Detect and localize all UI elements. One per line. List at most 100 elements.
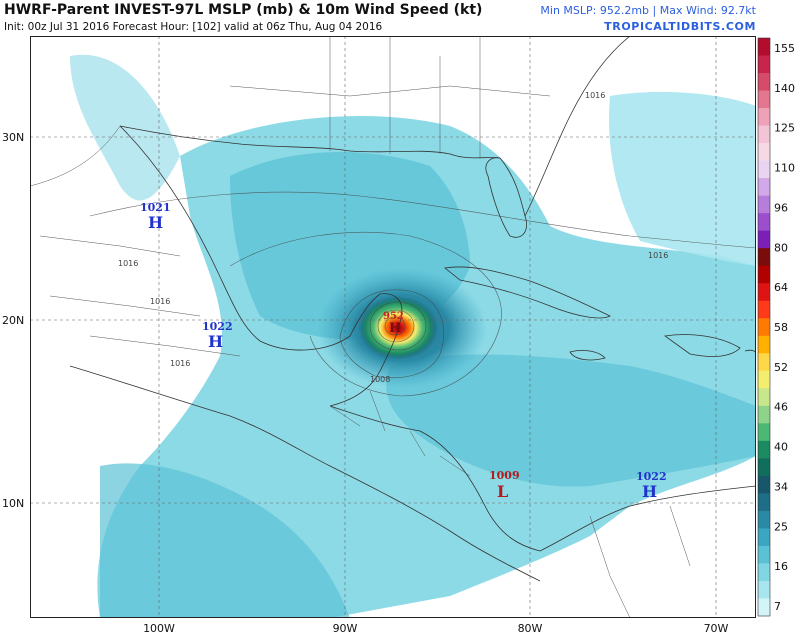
hispaniola — [663, 334, 741, 357]
colorbar: 155 140 125 110 96 80 64 58 52 46 40 34 25 16 7 — [757, 37, 795, 617]
colorbar-swatch — [758, 405, 770, 424]
colorbar-swatch — [758, 423, 770, 442]
wind-field-pacific — [100, 463, 350, 618]
pressure-center-value: 1021 — [140, 201, 171, 214]
map-title: HWRF-Parent INVEST-97L MSLP (mb) & 10m W… — [4, 2, 483, 18]
colorbar-swatch — [758, 230, 770, 249]
pressure-center-value: 952 — [383, 311, 404, 322]
weather-map: 1016 1016 1016 1016 1016 1008 1021 H 102… — [30, 36, 756, 618]
isobar-label: 1008 — [370, 375, 390, 384]
colorbar-swatch — [758, 510, 770, 529]
colorbar-swatches — [757, 37, 771, 617]
colorbar-swatch — [758, 195, 770, 214]
storm-stats: Min MSLP: 952.2mb | Max Wind: 92.7kt — [540, 4, 756, 17]
pressure-center: 1009 L — [489, 469, 520, 501]
colorbar-swatch — [758, 493, 770, 512]
wind-field-atlantic — [609, 91, 756, 266]
colorbar-swatch — [758, 248, 770, 267]
map-frame — [30, 36, 756, 618]
colorbar-swatch — [758, 458, 770, 477]
colorbar-swatch — [758, 143, 770, 162]
pressure-center: 1022 H — [202, 320, 233, 351]
pressure-center-symbol: H — [389, 321, 401, 336]
colorbar-frame — [757, 37, 771, 617]
colorbar-swatch — [758, 370, 770, 389]
florida-peninsula — [485, 157, 527, 238]
isobar-1016-north — [89, 191, 756, 249]
lat-label-10n: 10N — [2, 497, 24, 510]
colorbar-swatch — [758, 300, 770, 319]
colorbar-swatch — [758, 283, 770, 302]
wind-field-north — [70, 54, 180, 201]
colorbar-swatch — [758, 90, 770, 109]
isobar-label-layer: 1016 1016 1016 1016 1016 1008 — [118, 91, 668, 384]
colorbar-label: 80 — [774, 241, 788, 254]
pressure-center-symbol: L — [497, 482, 508, 501]
pressure-center-value: 1022 — [636, 470, 667, 483]
colorbar-swatch — [758, 440, 770, 459]
colorbar-swatch — [758, 265, 770, 284]
colorbar-label: 52 — [774, 361, 788, 374]
mexico-coast — [119, 125, 351, 351]
mexico-border — [30, 125, 121, 187]
isobar-1012 — [229, 232, 502, 397]
coastlines — [69, 36, 756, 582]
isobar-label: 1016 — [118, 259, 138, 268]
colorbar-swatch — [758, 318, 770, 337]
lat-label-20n: 20N — [2, 314, 24, 327]
isobar-storm-ring-3 — [384, 316, 406, 336]
us-state-borders — [229, 36, 551, 158]
colorbar-swatch — [758, 160, 770, 179]
header: HWRF-Parent INVEST-97L MSLP (mb) & 10m W… — [0, 0, 800, 36]
wind-field-caribbean — [386, 354, 756, 487]
colorbar-label: 155 — [774, 42, 795, 55]
pressure-center: 1022 H — [636, 470, 667, 501]
colorbar-swatch — [758, 335, 770, 354]
isobar-label: 1016 — [170, 359, 190, 368]
us-east-coast — [524, 36, 631, 217]
isobar-storm-ring-2 — [377, 309, 415, 343]
colorbar-label: 16 — [774, 560, 788, 573]
colorbar-swatch — [758, 563, 770, 582]
lat-label-30n: 30N — [2, 131, 24, 144]
colorbar-swatch — [758, 125, 770, 144]
isobars — [89, 191, 756, 397]
isobar-1008 — [339, 289, 444, 379]
colorbar-swatch — [758, 73, 770, 92]
colorbar-swatch — [758, 475, 770, 494]
isobar-label: 1016 — [648, 251, 668, 260]
south-america-coast — [539, 485, 756, 552]
pressure-center: 952 H — [383, 311, 404, 336]
storm-core — [358, 296, 438, 360]
mexico-state-borders — [39, 235, 241, 357]
colorbar-swatch — [758, 580, 770, 599]
cuba — [444, 266, 611, 319]
colorbar-label: 64 — [774, 281, 788, 294]
pressure-center-symbol: H — [642, 482, 657, 501]
colorbar-swatch — [758, 528, 770, 547]
lat-axis: 30N 20N 10N — [2, 131, 24, 510]
colorbar-swatch — [758, 55, 770, 74]
colorbar-swatch — [758, 108, 770, 127]
pressure-center-symbol: H — [208, 332, 223, 351]
colorbar-label: 46 — [774, 401, 788, 414]
colorbar-label: 110 — [774, 162, 795, 175]
jamaica — [569, 350, 606, 361]
colorbar-label: 140 — [774, 82, 795, 95]
colorbar-swatch — [758, 178, 770, 197]
colorbar-swatch — [758, 353, 770, 372]
colorbar-label: 125 — [774, 122, 795, 135]
isobar-label: 1016 — [585, 91, 605, 100]
pressure-center-value: 1009 — [489, 469, 520, 482]
colorbar-label: 58 — [774, 321, 788, 334]
lon-axis: 100W 90W 80W 70W — [143, 622, 728, 635]
graticule — [30, 36, 756, 618]
map-subtitle: Init: 00z Jul 31 2016 Forecast Hour: [10… — [4, 21, 383, 33]
brand-watermark: TROPICALTIDBITS.COM — [604, 20, 756, 33]
wind-shading — [70, 54, 756, 618]
lon-label-90w: 90W — [333, 622, 358, 635]
lon-label-100w: 100W — [143, 622, 175, 635]
pressure-center: 1021 H — [140, 201, 171, 232]
colorbar-swatch — [758, 388, 770, 407]
pressure-center-symbol: H — [148, 213, 163, 232]
